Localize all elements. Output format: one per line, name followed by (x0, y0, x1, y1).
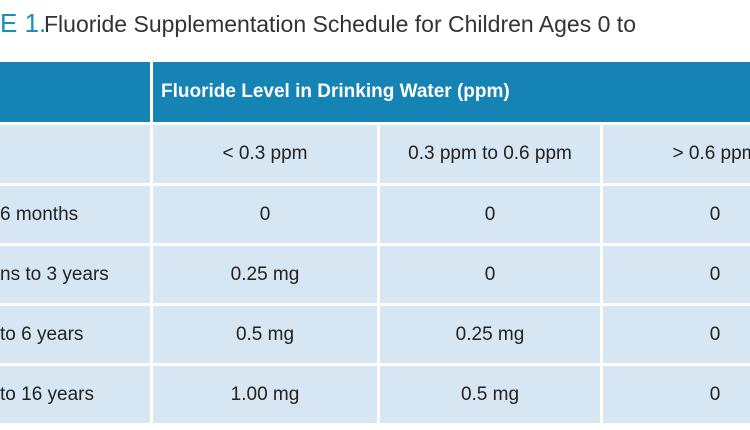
row-label: 6 months (0, 186, 150, 243)
row-label: to 6 years (0, 306, 150, 363)
table-label: E 1. (0, 8, 47, 38)
value-cell: 0.5 mg (380, 366, 600, 423)
row-label: ns to 3 years (0, 246, 150, 303)
column-header: > 0.6 ppm (603, 125, 750, 183)
value-cell: 0 (603, 306, 750, 363)
column-header: < 0.3 ppm (153, 125, 377, 183)
subheader-blank (0, 125, 150, 183)
value-cell: 0 (380, 186, 600, 243)
header-group: Fluoride Level in Drinking Water (ppm) (153, 62, 750, 122)
value-cell: 0 (603, 246, 750, 303)
value-cell: 0.25 mg (153, 246, 377, 303)
value-cell: 0 (153, 186, 377, 243)
value-cell: 0 (380, 246, 600, 303)
table-title: Fluoride Supplementation Schedule for Ch… (44, 11, 636, 37)
value-cell: 0.25 mg (380, 306, 600, 363)
value-cell: 1.00 mg (153, 366, 377, 423)
row-label: to 16 years (0, 366, 150, 423)
value-cell: 0 (603, 186, 750, 243)
column-header: 0.3 ppm to 0.6 ppm (380, 125, 600, 183)
value-cell: 0.5 mg (153, 306, 377, 363)
header-blank (0, 62, 150, 122)
value-cell: 0 (603, 366, 750, 423)
